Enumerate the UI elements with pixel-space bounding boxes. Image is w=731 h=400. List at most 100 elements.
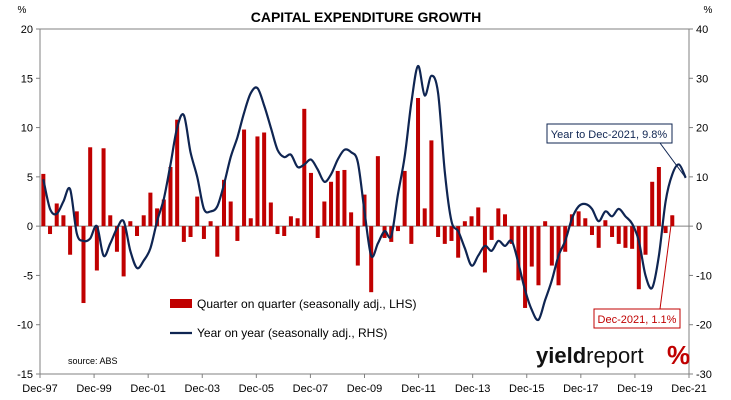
qoq-bar [462, 221, 467, 227]
qoq-bar [94, 226, 99, 271]
legend: Quarter on quarter (seasonally adj., LHS… [170, 297, 416, 340]
yieldreport-logo: yieldreport % [536, 340, 690, 370]
yoy-line [42, 64, 687, 322]
x-tick-label: Dec-05 [239, 383, 274, 395]
yoy-callout-text: Year to Dec-2021, 9.8% [551, 129, 668, 141]
qoq-callout-box [593, 308, 681, 329]
qoq-bar [516, 226, 521, 281]
qoq-bar [643, 226, 648, 255]
qoq-bar [255, 136, 260, 227]
left-axis-unit: % [18, 5, 27, 16]
source-note: source: ABS [68, 356, 118, 366]
left-axis-ticks: 20 15 10 5 0 -5 -10 -15 [17, 24, 40, 381]
qoq-bar [429, 140, 434, 227]
x-tick-label: Dec-03 [185, 383, 220, 395]
qoq-bar [74, 211, 79, 227]
x-axis-ticks: Dec-97 Dec-99 Dec-01 Dec-03 Dec-05 Dec-07 Dec-… [22, 374, 707, 395]
qoq-bar [509, 226, 514, 244]
qoq-bar [302, 108, 307, 227]
qoq-bar [449, 226, 454, 241]
qoq-bar [201, 226, 206, 239]
qoq-bar [489, 226, 494, 240]
right-tick-label: 40 [696, 24, 708, 36]
qoq-bar [161, 199, 166, 227]
x-tick-label: Dec-21 [671, 383, 706, 395]
qoq-bar [121, 226, 126, 277]
right-axis-unit: % [704, 5, 713, 16]
left-tick-label: -10 [17, 320, 33, 332]
legend-bar-swatch [170, 299, 192, 308]
qoq-bar [616, 226, 621, 244]
qoq-bar [589, 226, 594, 236]
qoq-bar [476, 207, 481, 227]
qoq-bar [469, 216, 474, 227]
qoq-bar [349, 212, 354, 227]
left-tick-label: 10 [21, 123, 33, 135]
qoq-bar [670, 215, 675, 227]
qoq-bar [375, 156, 380, 227]
yoy-callout: Year to Dec-2021, 9.8% [546, 123, 687, 179]
qoq-bar [663, 226, 668, 234]
qoq-bar [636, 226, 641, 290]
qoq-bar [416, 98, 421, 227]
right-tick-label: -10 [696, 270, 712, 282]
left-tick-label: 5 [27, 172, 33, 184]
qoq-bar [175, 119, 180, 227]
qoq-bar [422, 208, 427, 227]
qoq-bar [135, 226, 140, 236]
qoq-bar [235, 226, 240, 241]
logo-wordmark: yieldreport [536, 343, 644, 368]
qoq-bar [436, 226, 441, 237]
qoq-bar [342, 169, 347, 227]
legend-line-label: Year on year (seasonally adj., RHS) [197, 326, 387, 340]
qoq-bar [402, 170, 407, 227]
x-tick-label: Dec-97 [22, 383, 57, 395]
qoq-bar [155, 208, 160, 227]
x-tick-label: Dec-09 [347, 383, 382, 395]
qoq-bar [536, 226, 541, 286]
qoq-bar [128, 221, 133, 227]
qoq-bar [456, 226, 461, 258]
right-tick-label: -30 [696, 369, 712, 381]
qoq-bar [141, 215, 146, 227]
qoq-bar [282, 226, 287, 236]
qoq-bar [308, 172, 313, 227]
qoq-bar [523, 226, 528, 308]
x-tick-label: Dec-13 [455, 383, 490, 395]
qoq-callout-text: Dec-2021, 1.1% [598, 314, 677, 326]
right-axis-ticks: 40 30 20 10 0 -10 -20 -30 [689, 24, 712, 381]
qoq-bar [315, 226, 320, 238]
x-tick-label: Dec-17 [563, 383, 598, 395]
qoq-bar [630, 226, 635, 249]
qoq-bar [248, 218, 253, 227]
x-tick-label: Dec-01 [130, 383, 165, 395]
qoq-bar [442, 226, 447, 244]
qoq-bar [355, 226, 360, 266]
left-tick-label: 0 [27, 221, 33, 233]
qoq-bar [288, 216, 293, 227]
x-tick-label: Dec-19 [617, 383, 652, 395]
qoq-bar [61, 215, 66, 227]
qoq-bar [409, 226, 414, 244]
right-tick-label: 0 [696, 221, 702, 233]
right-tick-label: -20 [696, 320, 712, 332]
qoq-bar [148, 192, 153, 227]
qoq-bar [329, 181, 334, 227]
qoq-bar [81, 226, 86, 304]
right-tick-label: 10 [696, 172, 708, 184]
x-tick-label: Dec-99 [76, 383, 111, 395]
qoq-bar [502, 214, 508, 227]
qoq-bar [262, 132, 267, 227]
yoy-callout-box [546, 123, 673, 144]
qoq-bar [188, 226, 193, 237]
qoq-bar [41, 173, 46, 227]
qoq-bar [322, 201, 327, 227]
qoq-bar [369, 226, 374, 293]
qoq-callout: Dec-2021, 1.1% [593, 215, 681, 329]
qoq-bar [623, 226, 628, 248]
left-tick-label: -5 [23, 270, 33, 282]
right-tick-label: 20 [696, 123, 708, 135]
qoq-bar [275, 226, 280, 235]
qoq-bar [48, 226, 53, 235]
